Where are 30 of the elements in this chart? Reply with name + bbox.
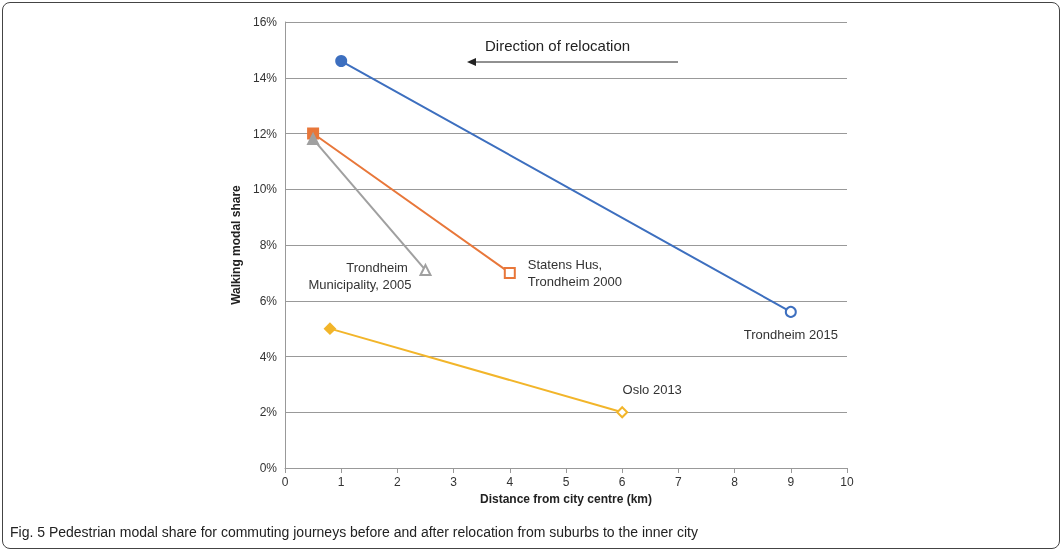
series-label: Trondheim 2015 (743, 326, 838, 342)
x-axis-title: Distance from city centre (km) (479, 491, 653, 506)
x-tick-label: 6 (618, 475, 626, 489)
x-tick-label: 4 (506, 475, 514, 489)
x-tick-label: 0 (281, 475, 289, 489)
point (335, 55, 348, 68)
y-axis-title: Walking modal share (229, 184, 244, 305)
x-tick-label: 3 (450, 475, 458, 489)
y-tick-label: 14% (252, 70, 278, 85)
y-tick-label: 12% (252, 126, 278, 141)
x-tick-label: 2 (394, 475, 402, 489)
x-tick-label: 5 (562, 475, 570, 489)
y-tick-label: 2% (259, 405, 278, 420)
annotation: Direction of relocation (485, 37, 631, 54)
y-tick-label: 10% (252, 182, 278, 197)
x-tick-label: 8 (731, 475, 739, 489)
series-label: Statens Hus, Trondheim 2000 (527, 256, 622, 289)
x-tick-label: 10 (840, 475, 854, 489)
y-tick-label: 6% (259, 293, 278, 308)
series-label: Oslo 2013 (622, 382, 682, 398)
y-tick-label: 0% (259, 461, 278, 475)
x-tick-label: 9 (787, 475, 795, 489)
x-tick-label: 1 (337, 475, 345, 489)
x-tick-label: 7 (675, 475, 683, 489)
y-tick-label: 4% (259, 349, 278, 364)
y-tick-label: 8% (259, 238, 278, 252)
y-tick-label: 16% (252, 15, 278, 29)
caption: Fig. 5 Pedestrian modal share for commuting journeys before and after relocation from suburbs to the inner city (10, 524, 698, 540)
series-label: Trondheim Municipality, 2005 (308, 260, 412, 293)
point (323, 322, 336, 335)
